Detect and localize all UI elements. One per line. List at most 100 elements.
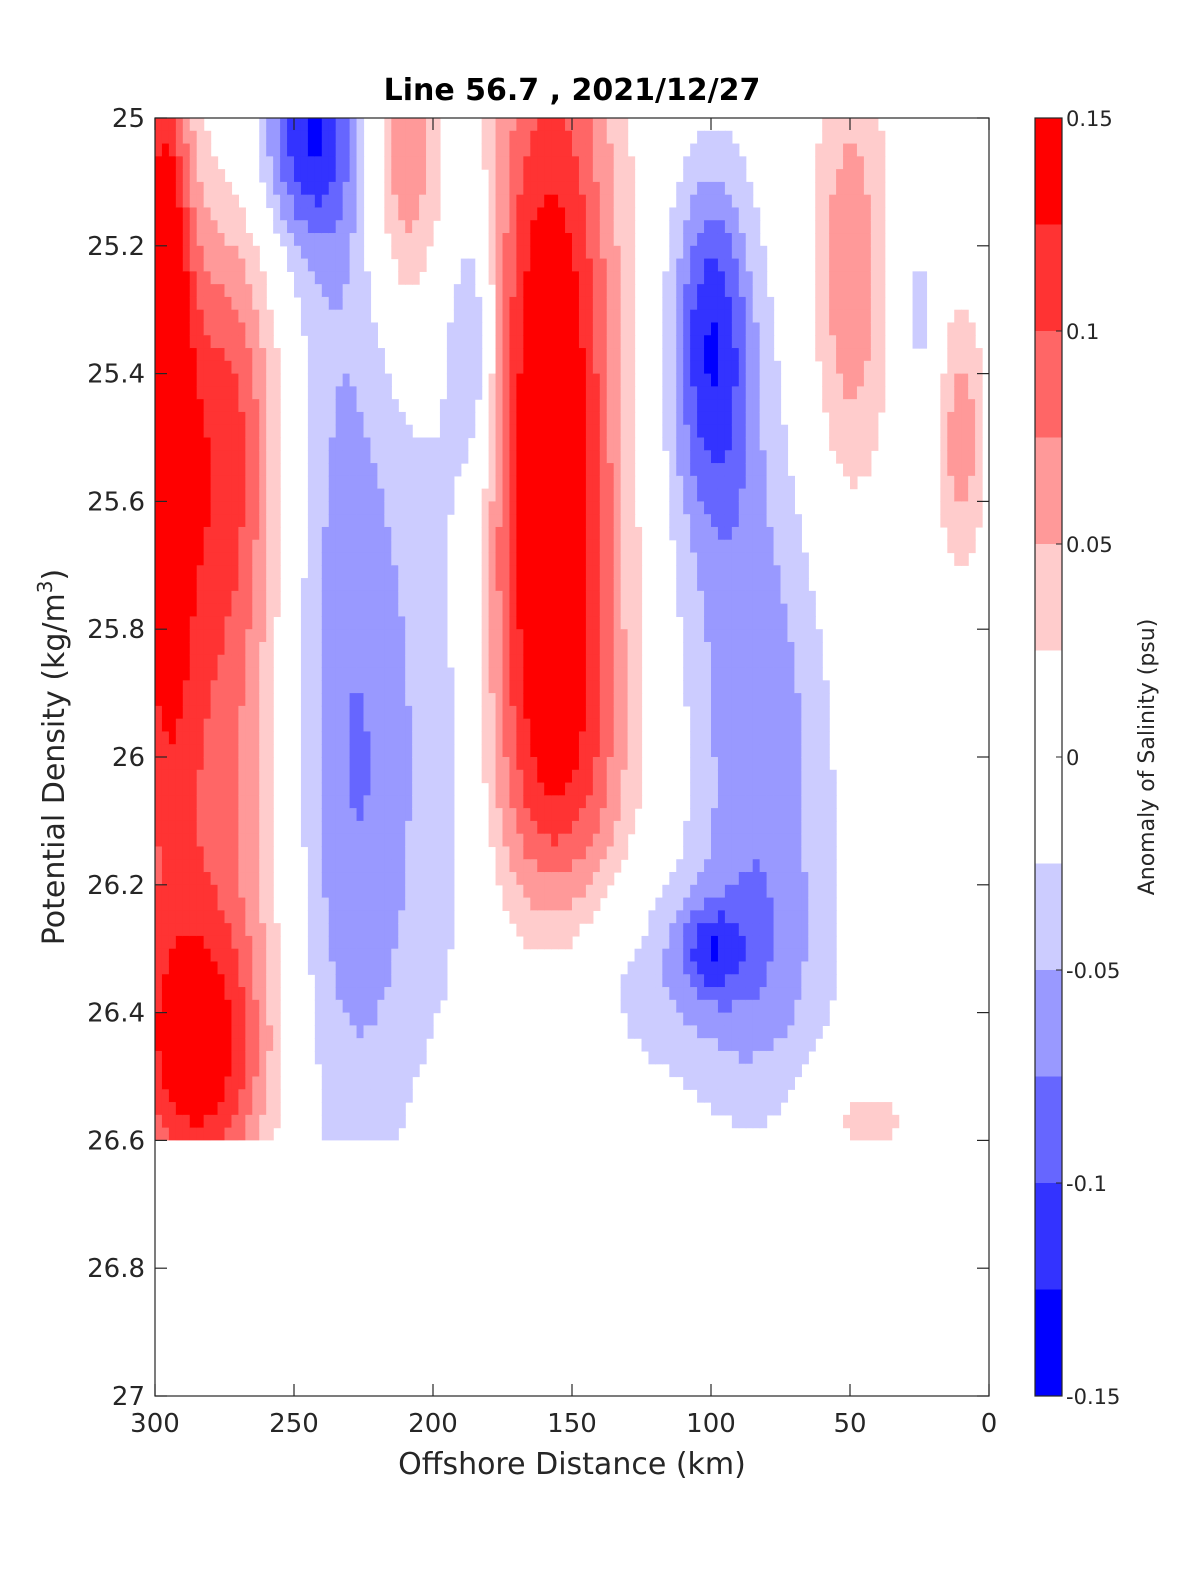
field-cell	[175, 373, 184, 387]
field-cell	[398, 526, 406, 541]
field-cell	[690, 935, 698, 950]
field-cell	[592, 578, 601, 592]
field-cell	[370, 424, 378, 439]
field-cell	[161, 808, 170, 822]
field-cell	[155, 565, 163, 579]
field-cell	[620, 399, 629, 413]
field-cell	[509, 386, 517, 400]
field-cell	[363, 1012, 372, 1026]
field-cell	[231, 1114, 239, 1129]
field-cell	[606, 156, 615, 170]
field-cell	[203, 1076, 212, 1090]
field-cell	[391, 987, 399, 1001]
field-cell	[683, 910, 691, 924]
field-cell	[717, 411, 726, 426]
field-cell	[196, 233, 205, 247]
field-cell	[481, 705, 490, 720]
field-cell	[238, 233, 246, 247]
field-cell	[252, 450, 260, 464]
field-cell	[620, 335, 629, 349]
field-cell	[495, 207, 504, 221]
field-cell	[224, 859, 233, 873]
field-cell	[398, 233, 406, 247]
field-cell	[662, 974, 670, 988]
field-cell	[203, 322, 212, 336]
field-cell	[446, 718, 455, 733]
field-cell	[655, 999, 663, 1014]
field-cell	[697, 539, 705, 554]
field-cell	[175, 475, 184, 490]
field-cell	[537, 884, 545, 899]
field-cell	[495, 744, 504, 758]
field-cell	[398, 1076, 406, 1090]
field-cell	[391, 1127, 399, 1141]
field-cell	[481, 501, 490, 515]
field-cell	[300, 130, 309, 145]
field-cell	[349, 207, 358, 221]
field-cell	[502, 795, 511, 809]
field-cell	[384, 603, 392, 618]
field-cell	[370, 603, 378, 618]
field-cell	[175, 641, 184, 656]
field-cell	[175, 245, 184, 260]
field-cell	[488, 207, 497, 221]
field-cell	[676, 910, 684, 924]
field-cell	[335, 1076, 344, 1090]
field-cell	[405, 935, 413, 950]
field-cell	[669, 373, 677, 387]
field-cell	[238, 220, 246, 234]
field-cell	[377, 373, 385, 387]
field-cell	[175, 910, 184, 924]
field-cell	[599, 603, 608, 618]
field-cell	[683, 999, 691, 1014]
field-cell	[370, 731, 378, 745]
field-cell	[363, 578, 372, 592]
field-cell	[161, 1127, 170, 1141]
field-cell	[182, 948, 191, 963]
field-cell	[523, 335, 531, 349]
field-cell	[370, 1063, 378, 1078]
field-cell	[321, 296, 330, 311]
field-cell	[704, 744, 712, 758]
field-cell	[704, 795, 712, 809]
field-cell	[196, 667, 205, 681]
field-cell	[439, 795, 448, 809]
field-cell	[384, 1012, 392, 1026]
field-cell	[704, 808, 712, 822]
field-cell	[210, 603, 219, 618]
field-cell	[252, 808, 260, 822]
field-cell	[446, 923, 455, 937]
field-cell	[321, 118, 330, 132]
field-cell	[189, 258, 198, 272]
field-cell	[196, 463, 205, 477]
field-cell	[704, 488, 712, 502]
field-cell	[669, 897, 677, 911]
field-cell	[245, 1102, 253, 1116]
field-cell	[523, 348, 531, 362]
field-cell	[620, 284, 629, 298]
field-cell	[245, 514, 253, 528]
field-cell	[280, 233, 288, 247]
field-cell	[565, 130, 573, 145]
field-cell	[175, 974, 184, 988]
field-cell	[155, 680, 163, 694]
field-cell	[217, 731, 226, 745]
field-cell	[370, 373, 378, 387]
field-cell	[717, 335, 726, 349]
field-cell	[558, 744, 566, 758]
field-cell	[342, 935, 351, 950]
field-cell	[704, 603, 712, 618]
field-cell	[620, 386, 629, 400]
field-cell	[398, 616, 406, 630]
field-cell	[502, 820, 511, 835]
field-cell	[252, 833, 260, 848]
field-cell	[335, 1050, 344, 1065]
field-cell	[592, 808, 601, 822]
field-cell	[161, 1063, 170, 1078]
field-cell	[335, 590, 344, 605]
field-cell	[405, 808, 413, 822]
field-cell	[321, 271, 330, 285]
field-cell	[697, 411, 705, 426]
field-cell	[544, 284, 552, 298]
field-cell	[544, 169, 552, 183]
